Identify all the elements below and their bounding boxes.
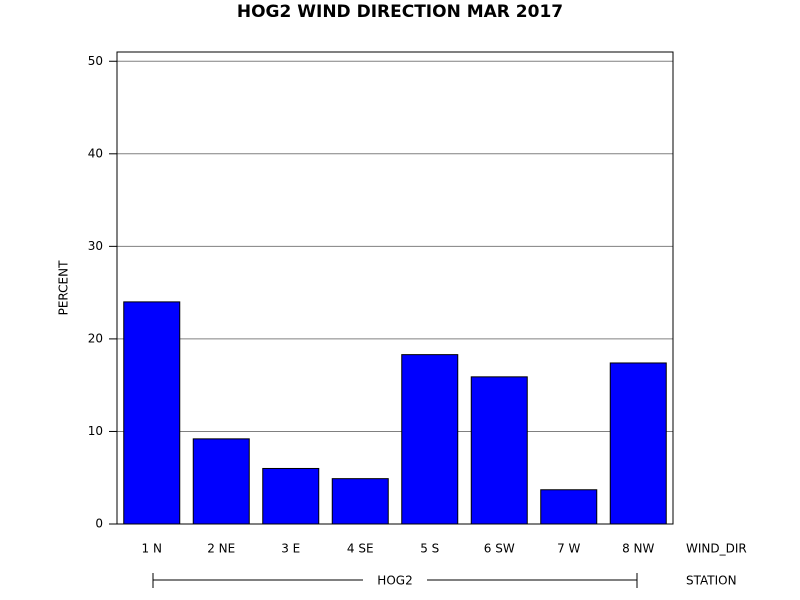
bar — [540, 489, 598, 525]
group-axis: HOG2 — [152, 573, 638, 588]
bar — [262, 467, 320, 525]
bar — [331, 478, 389, 525]
group-label: HOG2 — [377, 574, 412, 588]
x-axis-label: WIND_DIR — [686, 542, 747, 556]
x-tick-label: 1 N — [142, 542, 162, 556]
x-tick-label: 2 NE — [207, 542, 235, 556]
x-tick-label: 5 S — [420, 542, 439, 556]
x-tick-label: 4 SE — [347, 542, 374, 556]
x-tick-label: 6 SW — [484, 542, 515, 556]
y-tick-label: 0 — [95, 517, 103, 531]
x-tick-label: 7 W — [557, 542, 580, 556]
y-tick-label: 20 — [88, 331, 103, 345]
bar — [123, 301, 181, 525]
y-tick-label: 30 — [88, 239, 103, 253]
bar — [401, 354, 459, 525]
y-tick-label: 50 — [88, 54, 103, 68]
y-tick-label: 10 — [88, 424, 103, 438]
x-tick-label: 3 E — [281, 542, 300, 556]
plot-frame — [116, 51, 674, 525]
y-axis-label: PERCENT — [57, 260, 71, 315]
y-tick-label: 40 — [88, 146, 103, 160]
bar — [470, 376, 528, 525]
bar — [192, 438, 250, 525]
group-axis-label: STATION — [686, 574, 737, 588]
bar — [609, 362, 667, 525]
x-tick-label: 8 NW — [622, 542, 654, 556]
chart-title: HOG2 WIND DIRECTION MAR 2017 — [237, 2, 563, 22]
